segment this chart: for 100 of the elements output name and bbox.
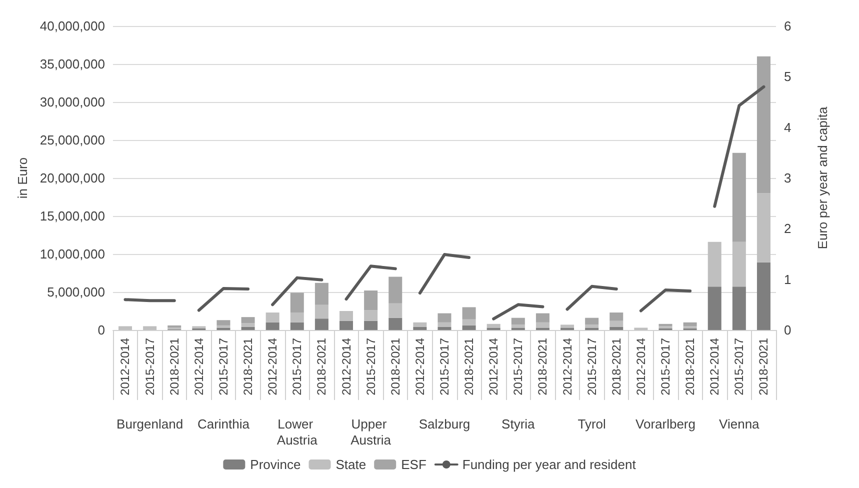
y2-tick-label: 3 [784, 170, 792, 186]
bar [290, 322, 304, 330]
y-tick-label: 10,000,000 [40, 246, 105, 262]
bar [388, 303, 402, 318]
bar [143, 326, 157, 330]
bar [364, 320, 378, 330]
x-tick-label: 2015-2017 [216, 338, 230, 396]
x-tick-label: 2015-2017 [732, 338, 746, 396]
x-tick-label: 2012-2014 [339, 338, 354, 396]
legend-label: Province [250, 457, 301, 472]
bar [438, 326, 452, 330]
x-tick-label: 2012-2014 [708, 338, 722, 396]
bar [708, 286, 722, 330]
y2-tick-label: 2 [784, 221, 792, 236]
bar [388, 318, 402, 330]
bar [340, 311, 354, 321]
text: Tyrol [578, 416, 606, 432]
x-tick-label: 2018-2021 [462, 338, 476, 396]
bar [732, 242, 746, 287]
y-tick-label: 40,000,000 [40, 18, 105, 34]
x-tick-label: 2015-2017 [437, 338, 452, 396]
bar [511, 324, 525, 328]
bar [241, 317, 255, 324]
y2-tick-label: 6 [784, 18, 792, 34]
y2-tick-label: 1 [784, 272, 792, 287]
y-axis-title: in Euro [15, 157, 30, 199]
x-tick-label: 2018-2021 [609, 338, 624, 396]
bar [585, 318, 599, 325]
x-tick-label: 2018-2021 [388, 338, 402, 396]
x-tick-label: 2012-2014 [634, 338, 648, 396]
legend-label: Funding per year and resident [462, 457, 636, 472]
bar [732, 152, 746, 242]
x-tick-label: 2015-2017 [584, 338, 599, 396]
bar [560, 324, 574, 328]
bar [364, 310, 378, 321]
bar [610, 326, 624, 330]
x-tick-label: 2015-2017 [290, 338, 304, 396]
legend-label: State [336, 457, 366, 472]
bar [266, 322, 280, 330]
bar [241, 326, 255, 330]
text: Lower Austria [276, 416, 318, 448]
bar [732, 286, 746, 330]
x-tick-label: 2012-2014 [266, 338, 280, 396]
x-tick-label: 2012-2014 [412, 338, 427, 396]
text: Salzburg [418, 416, 470, 432]
x-tick-label: 2012-2014 [486, 338, 501, 396]
text: Vorarlberg [636, 416, 696, 432]
bar [438, 322, 452, 327]
x-tick-label: 2015-2017 [142, 338, 157, 396]
y2-tick-label: 4 [784, 120, 792, 135]
y-tick-label: 35,000,000 [40, 56, 105, 72]
bar [314, 304, 328, 319]
bar [683, 322, 697, 326]
y-tick-label: 0 [98, 322, 105, 338]
bar [756, 262, 770, 330]
y-tick-label: 30,000,000 [40, 94, 105, 110]
x-tick-label: 2012-2014 [118, 338, 132, 396]
bar [462, 325, 476, 330]
x-tick-label: 2012-2014 [192, 338, 206, 396]
bar [462, 307, 476, 320]
bar [536, 322, 550, 328]
x-tick-label: 2018-2021 [536, 338, 550, 396]
y2-axis-title: Euro per year and capita [815, 106, 830, 250]
x-tick-label: 2018-2021 [756, 338, 771, 396]
bar [314, 318, 328, 330]
y-tick-label: 5,000,000 [47, 284, 105, 300]
text: Carinthia [197, 416, 250, 432]
bar [486, 324, 500, 328]
y2-tick-label: 0 [784, 322, 792, 338]
bar [756, 193, 770, 262]
y-tick-label: 15,000,000 [40, 208, 105, 224]
text: Upper Austria [350, 416, 392, 448]
bar [241, 323, 255, 327]
bar [756, 56, 770, 194]
legend-label: ESF [401, 457, 426, 472]
bar [216, 320, 230, 326]
x-tick-label: 2018-2021 [241, 338, 256, 396]
bar [585, 324, 599, 328]
x-tick-label: 2015-2017 [364, 338, 378, 396]
x-tick-label: 2018-2021 [314, 338, 329, 396]
bar [462, 319, 476, 326]
x-tick-label: 2012-2014 [560, 338, 574, 396]
x-tick-label: 2015-2017 [658, 338, 672, 396]
x-tick-label: 2018-2021 [167, 338, 182, 396]
bar [118, 326, 132, 330]
bar [413, 326, 427, 330]
bar [340, 320, 354, 330]
x-tick-label: 2018-2021 [683, 338, 698, 396]
bar [413, 322, 427, 327]
y2-tick-label: 5 [784, 69, 792, 84]
y-tick-label: 25,000,000 [40, 132, 105, 148]
bar [266, 312, 280, 322]
bar [708, 242, 722, 287]
bar [438, 313, 452, 322]
text: Burgenland [116, 416, 184, 432]
bar [610, 312, 624, 321]
bar [290, 312, 304, 322]
text: Vienna [719, 416, 760, 432]
y-tick-label: 20,000,000 [40, 170, 105, 186]
text: Styria [502, 416, 536, 432]
